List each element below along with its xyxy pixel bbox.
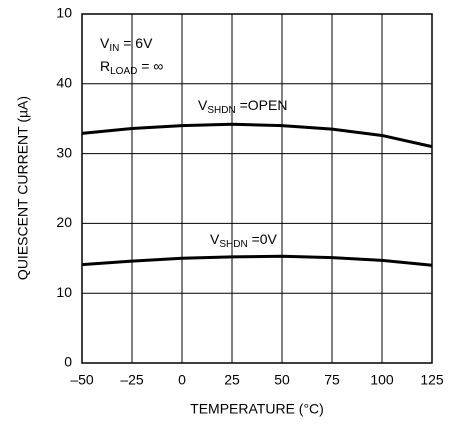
annotation-main: V — [210, 231, 220, 247]
annotation-main: R — [100, 58, 110, 74]
annotation: RLOAD = ∞ — [100, 58, 163, 77]
annotation-sub: SHDN — [207, 105, 235, 116]
annotation-sub: IN — [109, 43, 119, 54]
y-tick-label: 0 — [64, 354, 72, 370]
annotation-main: V — [100, 35, 110, 51]
y-tick-label: 20 — [56, 214, 72, 230]
y-tick-label: 10 — [56, 284, 72, 300]
annotation: VSHDN =0V — [210, 231, 278, 250]
x-tick-label: 125 — [420, 372, 444, 388]
annotation: VIN = 6V — [100, 35, 153, 54]
x-tick-label: –25 — [120, 372, 144, 388]
annotation-sub: LOAD — [110, 66, 137, 77]
line-series — [81, 254, 433, 267]
line-series — [81, 122, 433, 149]
annotation-rest: = 6V — [119, 35, 153, 51]
x-tick-label: 75 — [324, 372, 340, 388]
x-tick-label: 0 — [178, 372, 186, 388]
plot-frame — [81, 13, 433, 364]
x-tick-label: 100 — [370, 372, 394, 388]
annotation-rest: =0V — [248, 231, 278, 247]
annotation: VSHDN =OPEN — [198, 97, 287, 116]
annotation-rest: =OPEN — [236, 97, 288, 113]
x-tick-label: 50 — [274, 372, 290, 388]
x-tick-label: 25 — [224, 372, 240, 388]
annotation-sub: SHDN — [219, 239, 247, 250]
annotation-rest: = ∞ — [137, 58, 163, 74]
y-tick-label: 30 — [56, 144, 72, 160]
annotation-main: V — [198, 97, 208, 113]
x-axis-label: TEMPERATURE (°C) — [190, 401, 324, 417]
y-axis-label: QUIESCENT CURRENT (µA) — [15, 96, 31, 280]
x-tick-label: –50 — [70, 372, 94, 388]
y-tick-label: 40 — [56, 75, 72, 91]
y-tick-label: 10 — [56, 5, 72, 21]
